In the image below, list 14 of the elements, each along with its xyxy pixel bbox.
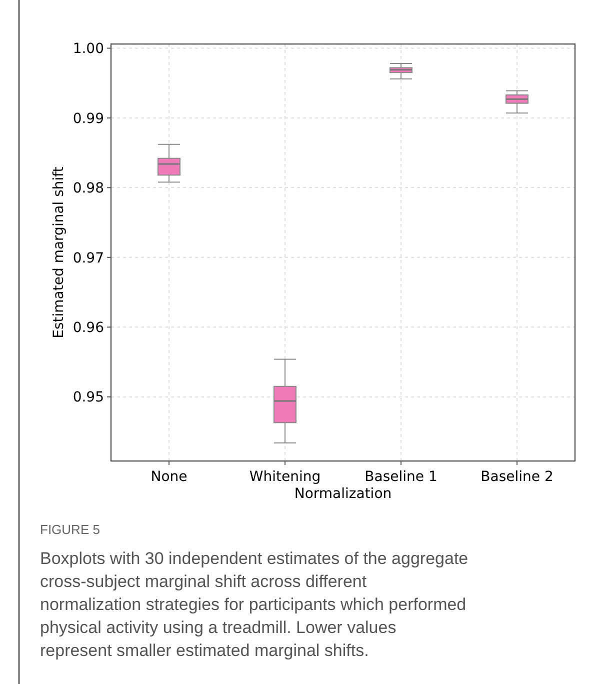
x-tick-label: Baseline 2 [480,469,554,485]
y-tick-label: 1.00 [72,41,104,58]
y-tick-label: 0.98 [72,180,104,197]
y-tick-label: 0.96 [72,320,104,336]
y-tick-label: 0.97 [72,250,104,266]
y-tick-label: 0.99 [72,110,104,127]
caption: FIGURE 5 [40,522,100,537]
text: Boxplots with 30 independent estimates of the aggregate cross-subject marginal shift across different normalization strategies for participants which performed physical activity using a treadmill. Lower values represent smaller estimated marginal shifts. [40,549,468,660]
y-axis-title: Estimated marginal shift [51,166,67,338]
y-tick-label: 0.95 [72,390,104,406]
x-tick-label: Whitening [249,469,321,485]
x-tick-label: Baseline 1 [364,469,438,485]
x-axis-title: Normalization [294,486,392,502]
x-tick-label: None [150,469,188,485]
